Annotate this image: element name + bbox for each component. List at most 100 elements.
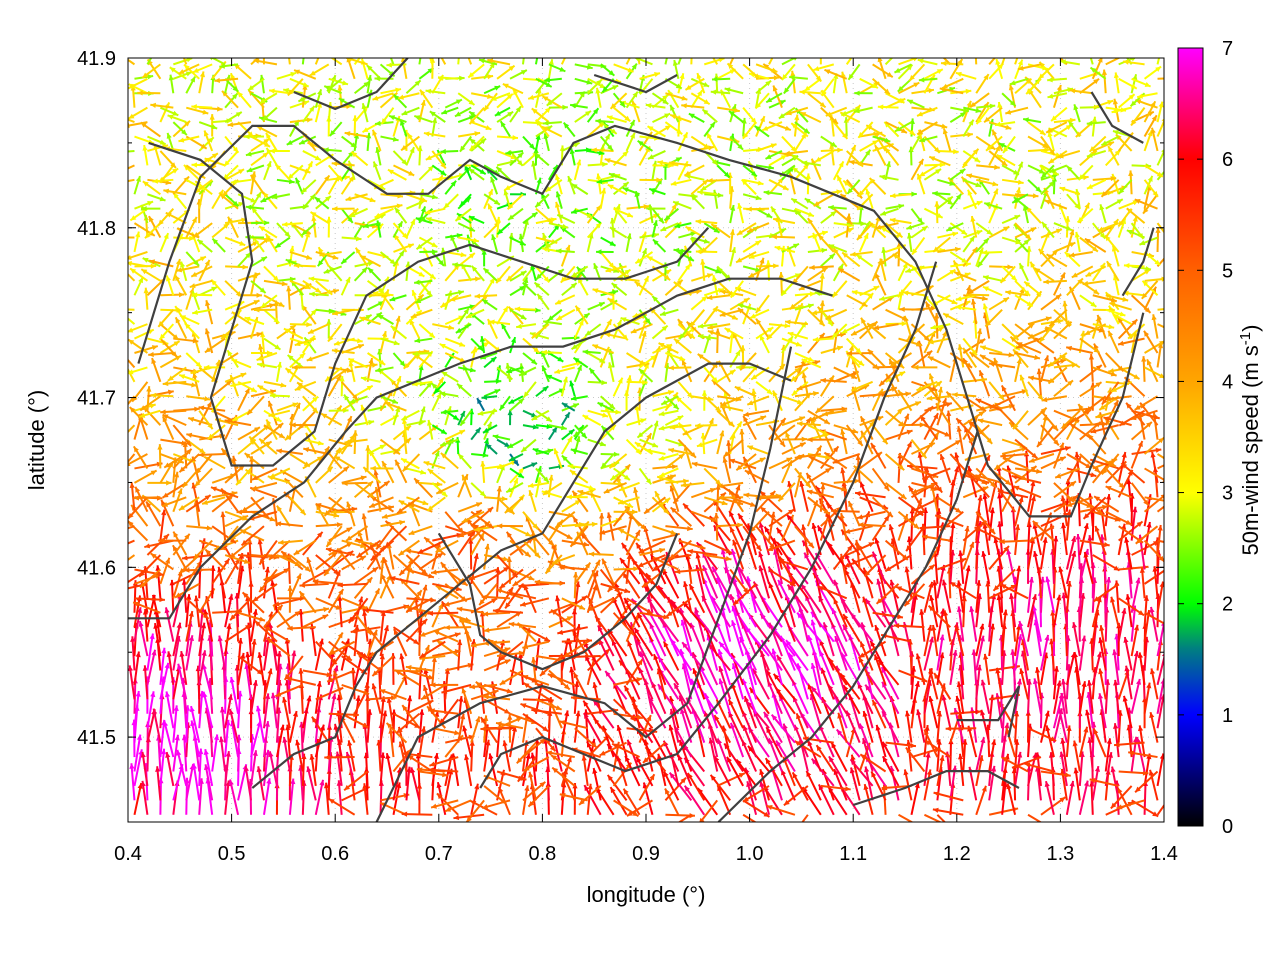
wind-vector [230, 780, 238, 815]
wind-vector-head [718, 649, 723, 655]
wind-vector-head [1166, 498, 1172, 503]
wind-vector-head [177, 488, 182, 494]
wind-vector-head [945, 823, 951, 828]
wind-vector-head [710, 488, 716, 493]
wind-vector-head [1048, 825, 1054, 830]
wind-vector-head [702, 390, 707, 395]
wind-vector-head [1076, 534, 1081, 540]
wind-vector-head [790, 833, 795, 839]
wind-vector-head [942, 398, 947, 404]
wind-vector-head [129, 763, 134, 769]
wind-vector-head [121, 581, 127, 586]
wind-vector-head [875, 625, 880, 631]
wind-vector-head [307, 557, 312, 563]
wind-vector-head [437, 482, 443, 487]
wind-vector-head [365, 445, 370, 450]
wind-vector-head [953, 831, 959, 837]
wind-vector-head [744, 696, 749, 702]
wind-vector-head [714, 513, 719, 518]
wind-vector-head [1037, 369, 1042, 375]
wind-vector-head [737, 522, 743, 527]
wind-vector-head [502, 496, 508, 501]
wind-vector-head [693, 668, 698, 674]
wind-vector-head [409, 530, 415, 535]
wind-vector [776, 741, 795, 772]
wind-vector-head [940, 454, 945, 460]
wind-vector [117, 454, 134, 475]
wind-vector-head [166, 480, 171, 485]
wind-vector-head [589, 552, 595, 557]
wind-vector-head [117, 348, 123, 354]
wind-vector-head [614, 452, 619, 457]
wind-vector-head [146, 386, 151, 392]
wind-vector-head [601, 380, 607, 385]
wind-vector-head [1089, 354, 1094, 360]
wind-vector-head [444, 625, 449, 630]
wind-vector-head [615, 409, 621, 414]
wind-vector-head [370, 466, 375, 471]
wind-vector-head [151, 358, 156, 364]
wind-vector-head [465, 617, 471, 622]
wind-vector [695, 613, 717, 642]
wind-vector-head [1170, 789, 1175, 795]
wind-vector-head [1095, 526, 1100, 532]
wind-vector-head [278, 540, 284, 545]
wind-vector-head [157, 444, 162, 449]
wind-vector [166, 691, 173, 728]
wind-vector [937, 815, 959, 837]
wind-vector-head [1164, 567, 1170, 572]
wind-vector-head [134, 495, 139, 500]
wind-vector-head [588, 485, 594, 490]
wind-vector-head [632, 509, 637, 514]
wind-vector-head [462, 688, 467, 694]
wind-vector [743, 815, 769, 831]
wind-vector-head [107, 531, 113, 536]
wind-vector-head [533, 448, 539, 453]
wind-vector-head [117, 587, 123, 592]
wind-vector-head [1029, 458, 1035, 463]
wind-vector-head [396, 376, 401, 382]
wind-vector [117, 348, 134, 367]
wind-vector-head [763, 826, 769, 831]
wind-vector-head [573, 572, 578, 578]
wind-vector [1158, 789, 1176, 814]
wind-vector-head [982, 786, 987, 792]
wind-vector-head [719, 666, 724, 672]
wind-vector-head [1141, 356, 1146, 362]
wind-vector-head [797, 421, 803, 426]
wind-vector-head [1106, 577, 1111, 583]
wind-vector-head [299, 583, 305, 588]
wind-vector-head [820, 378, 826, 383]
wind-vector [1158, 494, 1181, 511]
wind-vector-head [324, 755, 329, 760]
wind-vector-head [929, 374, 934, 380]
wind-vector-head [979, 370, 984, 376]
wind-vector-head [750, 502, 756, 507]
wind-vector-head [739, 429, 744, 435]
wind-vector-head [163, 381, 169, 386]
wind-vector-head [419, 709, 424, 715]
wind-vector-head [268, 401, 273, 407]
wind-vector-head [440, 441, 446, 446]
wind-vector-head [174, 705, 179, 711]
wind-vector-head [118, 410, 123, 416]
wind-vector-head [799, 416, 805, 421]
wind-vector-head [107, 548, 113, 553]
wind-vector-head [165, 558, 170, 564]
wind-vector-head [1165, 622, 1171, 627]
wind-vector-head [802, 437, 807, 442]
wind-vector [107, 526, 134, 535]
wind-vector-head [1053, 536, 1058, 542]
wind-vector-head [907, 430, 913, 435]
wind-vector [1158, 454, 1180, 468]
wind-vector-head [697, 442, 703, 447]
wind-vector [113, 555, 134, 571]
wind-vector-head [918, 824, 924, 829]
wind-vector-head [958, 550, 963, 556]
wind-vector-head [118, 437, 124, 443]
wind-vector-head [875, 538, 880, 544]
wind-vector-head [117, 469, 122, 475]
wind-vector-head [287, 585, 292, 590]
wind-vector-layer [107, 41, 1187, 839]
